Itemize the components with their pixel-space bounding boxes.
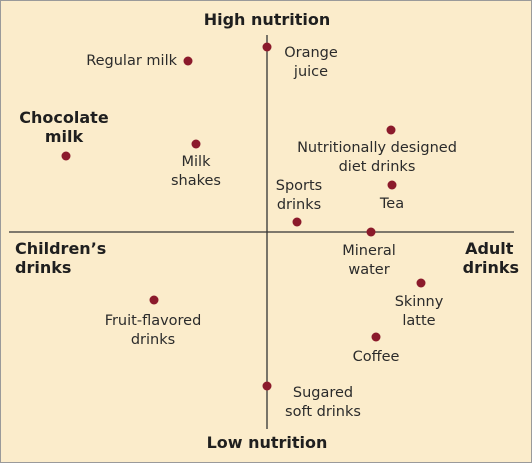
point-orange-juice: Orange juice (262, 42, 338, 80)
point-dot-tea (387, 180, 397, 190)
point-label-sugared-soft-drinks: Sugared soft drinks (285, 385, 361, 420)
point-label-line: Fruit-flavored (105, 313, 202, 329)
point-label-nutritionally-designed-diet-drinks: Nutritionally designed diet drinks (297, 140, 457, 175)
point-label-line: Nutritionally designed (297, 140, 457, 156)
point-milk-shakes: Milk shakes (171, 139, 221, 189)
point-label-line: Regular milk (86, 53, 177, 69)
point-label-sports-drinks: Sports drinks (276, 178, 322, 213)
point-label-regular-milk: Regular milk (86, 53, 177, 69)
points-layer: Regular milk Orange juice Chocolate milk Milk… (19, 42, 457, 420)
point-dot-coffee (371, 332, 381, 342)
point-label-mineral-water: Mineral water (342, 243, 396, 278)
point-skinny-latte: Skinny latte (395, 278, 444, 329)
point-label-line: soft drinks (285, 404, 361, 420)
point-label-line: Orange (284, 45, 338, 61)
point-dot-regular-milk (183, 56, 193, 66)
point-label-line: Coffee (353, 349, 400, 365)
axis-label-top: High nutrition (204, 10, 331, 29)
point-coffee: Coffee (353, 332, 400, 365)
point-label-line: latte (402, 313, 435, 329)
point-label-orange-juice: Orange juice (284, 45, 338, 80)
point-tea: Tea (379, 180, 404, 212)
point-label-line: drinks (131, 332, 175, 348)
point-label-line: drinks (277, 197, 321, 213)
point-label-fruit-flavored-drinks: Fruit-flavored drinks (105, 313, 202, 348)
point-label-line: diet drinks (339, 159, 416, 175)
axis-label-bottom: Low nutrition (207, 433, 328, 452)
point-label-tea: Tea (379, 196, 404, 212)
point-dot-sports-drinks (292, 217, 302, 227)
point-label-line: Chocolate (19, 108, 109, 127)
point-label-line: Milk (182, 154, 212, 170)
axis-label-right-line1: Adult (465, 239, 514, 258)
point-dot-chocolate-milk (61, 151, 71, 161)
axis-label-left-line1: Children’s (15, 239, 106, 258)
point-dot-orange-juice (262, 42, 272, 52)
point-dot-fruit-flavored-drinks (149, 295, 159, 305)
point-label-chocolate-milk: Chocolate milk (19, 108, 109, 146)
point-label-line: Mineral (342, 243, 396, 259)
point-dot-sugared-soft-drinks (262, 381, 272, 391)
point-sports-drinks: Sports drinks (276, 178, 322, 227)
point-label-line: Sugared (293, 385, 353, 401)
point-label-line: shakes (171, 173, 221, 189)
point-chocolate-milk: Chocolate milk (19, 108, 109, 161)
point-label-skinny-latte: Skinny latte (395, 294, 444, 329)
point-label-coffee: Coffee (353, 349, 400, 365)
point-nutritionally-designed-diet-drinks: Nutritionally designed diet drinks (297, 125, 457, 175)
point-label-line: Skinny (395, 294, 444, 310)
point-dot-skinny-latte (416, 278, 426, 288)
point-label-line: Tea (379, 196, 404, 212)
axis-label-left: Children’s drinks (15, 239, 112, 277)
point-label-line: Sports (276, 178, 322, 194)
point-dot-milk-shakes (191, 139, 201, 149)
point-regular-milk: Regular milk (86, 53, 193, 69)
axis-label-left-line2: drinks (15, 258, 71, 277)
point-mineral-water: Mineral water (342, 227, 396, 278)
point-fruit-flavored-drinks: Fruit-flavored drinks (105, 295, 202, 348)
axis-label-right-line2: drinks (463, 258, 519, 277)
axis-label-right: Adult drinks (463, 239, 519, 277)
point-dot-mineral-water (366, 227, 376, 237)
point-dot-nutritionally-designed-diet-drinks (386, 125, 396, 135)
point-label-line: milk (45, 127, 84, 146)
point-label-milk-shakes: Milk shakes (171, 154, 221, 189)
point-label-line: juice (293, 64, 328, 80)
point-label-line: water (348, 262, 389, 278)
point-sugared-soft-drinks: Sugared soft drinks (262, 381, 361, 420)
